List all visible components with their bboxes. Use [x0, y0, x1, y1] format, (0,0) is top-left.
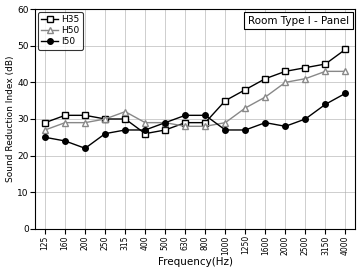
H50 — [103, 117, 107, 121]
I50 — [243, 128, 248, 132]
I50 — [323, 103, 327, 106]
H35 — [123, 117, 127, 121]
H35 — [163, 128, 168, 132]
Line: H35: H35 — [42, 47, 348, 136]
H35 — [263, 77, 268, 80]
Y-axis label: Sound Reduction Index (dB): Sound Reduction Index (dB) — [5, 56, 14, 182]
H50 — [323, 70, 327, 73]
I50 — [83, 147, 87, 150]
Legend: H35, H50, I50: H35, H50, I50 — [38, 12, 83, 50]
I50 — [343, 92, 348, 95]
H35 — [143, 132, 147, 135]
I50 — [183, 114, 187, 117]
I50 — [143, 128, 147, 132]
H50 — [223, 121, 227, 124]
I50 — [203, 114, 208, 117]
I50 — [283, 125, 287, 128]
H35 — [283, 70, 287, 73]
H35 — [103, 117, 107, 121]
H50 — [143, 121, 147, 124]
H35 — [223, 99, 227, 102]
I50 — [43, 136, 47, 139]
H35 — [203, 121, 208, 124]
H50 — [283, 81, 287, 84]
H50 — [123, 110, 127, 113]
H50 — [263, 95, 268, 99]
X-axis label: Frequency(Hz): Frequency(Hz) — [158, 257, 233, 268]
Line: H50: H50 — [42, 69, 348, 133]
H50 — [303, 77, 308, 80]
H35 — [183, 121, 187, 124]
I50 — [303, 117, 308, 121]
I50 — [223, 128, 227, 132]
H50 — [203, 125, 208, 128]
H50 — [343, 70, 348, 73]
Line: I50: I50 — [42, 91, 348, 151]
H35 — [303, 66, 308, 69]
H50 — [63, 121, 67, 124]
H50 — [43, 128, 47, 132]
H35 — [343, 48, 348, 51]
H35 — [83, 114, 87, 117]
H50 — [83, 121, 87, 124]
I50 — [163, 121, 168, 124]
I50 — [263, 121, 268, 124]
H35 — [243, 88, 248, 91]
Text: Room Type I - Panel: Room Type I - Panel — [248, 16, 349, 26]
H35 — [43, 121, 47, 124]
H50 — [183, 125, 187, 128]
H35 — [63, 114, 67, 117]
I50 — [103, 132, 107, 135]
H50 — [163, 121, 168, 124]
H35 — [323, 63, 327, 66]
I50 — [63, 139, 67, 143]
H50 — [243, 106, 248, 110]
I50 — [123, 128, 127, 132]
